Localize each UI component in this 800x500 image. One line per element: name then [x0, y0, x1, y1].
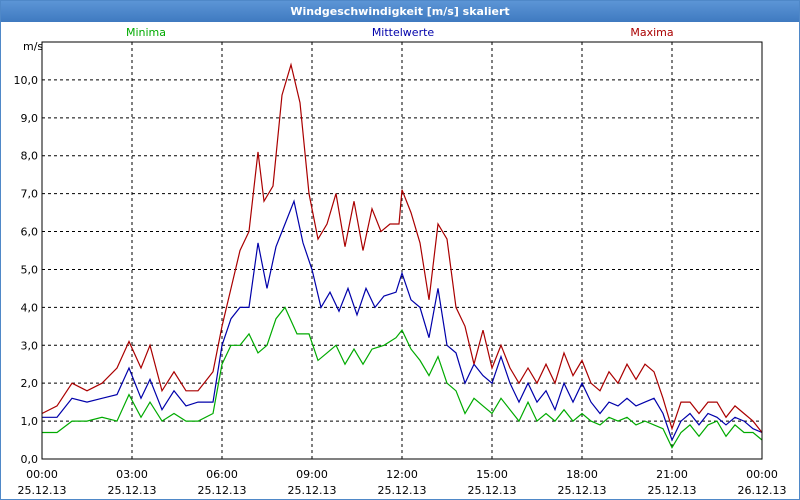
window-title-bar: Windgeschwindigkeit [m/s] skaliert: [1, 1, 799, 22]
x-tick-time-label: 00:00: [746, 468, 778, 481]
y-tick-label: 7,0: [21, 188, 39, 201]
legend-entry-maxima: Maxima: [630, 26, 673, 39]
series-line-maxima: [41, 62, 763, 433]
x-tick-date-label: 25.12.13: [198, 484, 247, 497]
y-tick-label: 1,0: [21, 415, 39, 428]
x-tick-time-label: 15:00: [476, 468, 508, 481]
x-tick-time-label: 09:00: [296, 468, 328, 481]
x-tick-date-label: 25.12.13: [378, 484, 427, 497]
x-axis-ticks: 00:00 25.12.13 03:00 25.12.13 06:00 25.12.13 0…: [18, 468, 787, 497]
x-tick-date-label: 25.12.13: [648, 484, 697, 497]
x-tick-date-label: 25.12.13: [108, 484, 157, 497]
y-tick-label: 10,0: [14, 74, 39, 87]
y-tick-label: 2,0: [21, 377, 39, 390]
series-line-mittelwerte: [42, 199, 763, 442]
x-tick-time-label: 00:00: [26, 468, 58, 481]
x-tick-date-label: 25.12.13: [18, 484, 67, 497]
y-tick-label: 0,0: [21, 453, 39, 466]
x-tick-time-label: 03:00: [116, 468, 148, 481]
series-line-minima: [42, 306, 763, 449]
y-tick-label: 8,0: [21, 150, 39, 163]
gridlines: [42, 42, 762, 459]
x-tick-date-label: 25.12.13: [468, 484, 517, 497]
line-chart: m/s Minima Mittelwerte Maxima 0,0 1,0 2,0 3,0…: [14, 26, 787, 497]
series-lines: [41, 62, 763, 449]
y-axis-ticks: 0,0 1,0 2,0 3,0 4,0 5,0 6,0 7,0 8,0 9,0 10,0: [14, 74, 39, 466]
legend-entry-mittelwerte: Mittelwerte: [372, 26, 435, 39]
legend: Minima Mittelwerte Maxima: [126, 26, 674, 39]
x-tick-time-label: 21:00: [656, 468, 688, 481]
plot-area-frame: [41, 41, 763, 460]
window-title: Windgeschwindigkeit [m/s] skaliert: [290, 5, 510, 18]
x-tick-time-label: 12:00: [386, 468, 418, 481]
y-tick-label: 3,0: [21, 339, 39, 352]
y-tick-label: 5,0: [21, 263, 39, 276]
y-tick-label: 6,0: [21, 226, 39, 239]
x-tick-time-label: 18:00: [566, 468, 598, 481]
y-tick-label: 9,0: [21, 112, 39, 125]
x-tick-date-label: 26.12.13: [738, 484, 787, 497]
legend-entry-minima: Minima: [126, 26, 166, 39]
x-tick-date-label: 25.12.13: [288, 484, 337, 497]
x-tick-time-label: 06:00: [206, 468, 238, 481]
x-tick-date-label: 25.12.13: [558, 484, 607, 497]
y-axis-unit-label: m/s: [23, 40, 43, 53]
y-tick-label: 4,0: [21, 301, 39, 314]
